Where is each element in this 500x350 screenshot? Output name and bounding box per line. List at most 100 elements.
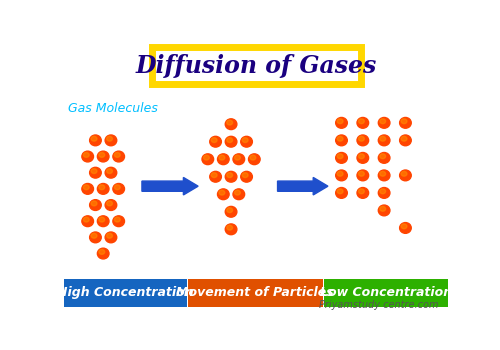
Ellipse shape [380, 136, 386, 141]
Ellipse shape [337, 189, 343, 194]
Ellipse shape [218, 189, 229, 199]
Ellipse shape [378, 188, 390, 198]
Ellipse shape [401, 224, 407, 229]
Ellipse shape [113, 216, 124, 226]
Ellipse shape [380, 189, 386, 194]
Ellipse shape [114, 217, 120, 222]
Ellipse shape [242, 138, 248, 142]
Ellipse shape [106, 169, 112, 174]
Ellipse shape [204, 155, 210, 160]
Ellipse shape [242, 173, 248, 177]
Ellipse shape [105, 232, 117, 243]
Ellipse shape [336, 118, 347, 128]
Ellipse shape [227, 208, 232, 212]
Ellipse shape [114, 185, 120, 190]
Ellipse shape [225, 224, 237, 235]
Ellipse shape [106, 201, 112, 206]
Ellipse shape [378, 205, 390, 216]
Ellipse shape [212, 173, 217, 177]
Text: Low Concentration: Low Concentration [320, 286, 452, 299]
Text: Gas Molecules: Gas Molecules [68, 102, 158, 114]
Ellipse shape [99, 153, 104, 158]
Ellipse shape [91, 201, 97, 206]
Ellipse shape [380, 206, 386, 211]
Ellipse shape [219, 190, 225, 195]
Ellipse shape [106, 136, 112, 141]
Ellipse shape [400, 118, 411, 128]
Ellipse shape [98, 183, 109, 194]
Ellipse shape [336, 170, 347, 181]
Ellipse shape [91, 169, 97, 174]
Ellipse shape [98, 151, 109, 162]
Ellipse shape [380, 154, 386, 159]
Ellipse shape [337, 172, 343, 176]
Ellipse shape [357, 135, 368, 146]
FancyBboxPatch shape [324, 279, 448, 307]
Ellipse shape [378, 153, 390, 163]
Ellipse shape [233, 154, 244, 164]
Ellipse shape [378, 118, 390, 128]
Ellipse shape [82, 216, 94, 226]
Ellipse shape [99, 185, 104, 190]
Ellipse shape [401, 172, 407, 176]
Ellipse shape [380, 119, 386, 124]
Ellipse shape [401, 136, 407, 141]
Ellipse shape [337, 136, 343, 141]
Ellipse shape [380, 172, 386, 176]
Ellipse shape [105, 199, 117, 210]
Ellipse shape [225, 136, 237, 147]
Ellipse shape [401, 119, 407, 124]
Ellipse shape [99, 217, 104, 222]
Ellipse shape [241, 172, 252, 182]
Ellipse shape [225, 172, 237, 182]
Ellipse shape [225, 206, 237, 217]
Ellipse shape [378, 135, 390, 146]
FancyBboxPatch shape [64, 279, 188, 307]
Text: Movement of Particles: Movement of Particles [176, 286, 334, 299]
Ellipse shape [234, 190, 240, 195]
Ellipse shape [248, 154, 260, 164]
Ellipse shape [358, 136, 364, 141]
Ellipse shape [227, 225, 232, 230]
Ellipse shape [241, 136, 252, 147]
Ellipse shape [336, 135, 347, 146]
Ellipse shape [84, 153, 89, 158]
Ellipse shape [357, 170, 368, 181]
Ellipse shape [227, 173, 232, 177]
Ellipse shape [225, 119, 237, 130]
Ellipse shape [250, 155, 256, 160]
Ellipse shape [357, 188, 368, 198]
Ellipse shape [84, 185, 89, 190]
Ellipse shape [99, 250, 104, 254]
Ellipse shape [90, 232, 101, 243]
Ellipse shape [84, 217, 89, 222]
FancyBboxPatch shape [188, 279, 323, 307]
Ellipse shape [90, 135, 101, 146]
Ellipse shape [378, 170, 390, 181]
Ellipse shape [82, 151, 94, 162]
Ellipse shape [336, 188, 347, 198]
Text: Diffusion of Gases: Diffusion of Gases [136, 54, 377, 78]
Ellipse shape [106, 233, 112, 238]
FancyArrow shape [278, 177, 328, 195]
FancyBboxPatch shape [152, 47, 361, 84]
Ellipse shape [234, 155, 240, 160]
Ellipse shape [210, 136, 222, 147]
Ellipse shape [218, 154, 229, 164]
Text: High Concentration: High Concentration [57, 286, 194, 299]
Ellipse shape [90, 167, 101, 178]
Ellipse shape [91, 233, 97, 238]
Ellipse shape [113, 183, 124, 194]
Ellipse shape [400, 170, 411, 181]
Ellipse shape [105, 167, 117, 178]
Ellipse shape [91, 136, 97, 141]
Ellipse shape [219, 155, 225, 160]
Ellipse shape [212, 138, 217, 142]
Ellipse shape [358, 119, 364, 124]
Ellipse shape [98, 248, 109, 259]
Ellipse shape [210, 172, 222, 182]
Ellipse shape [233, 189, 244, 199]
Ellipse shape [337, 119, 343, 124]
Text: Priyamstudy centre.com: Priyamstudy centre.com [319, 300, 438, 310]
Ellipse shape [337, 154, 343, 159]
